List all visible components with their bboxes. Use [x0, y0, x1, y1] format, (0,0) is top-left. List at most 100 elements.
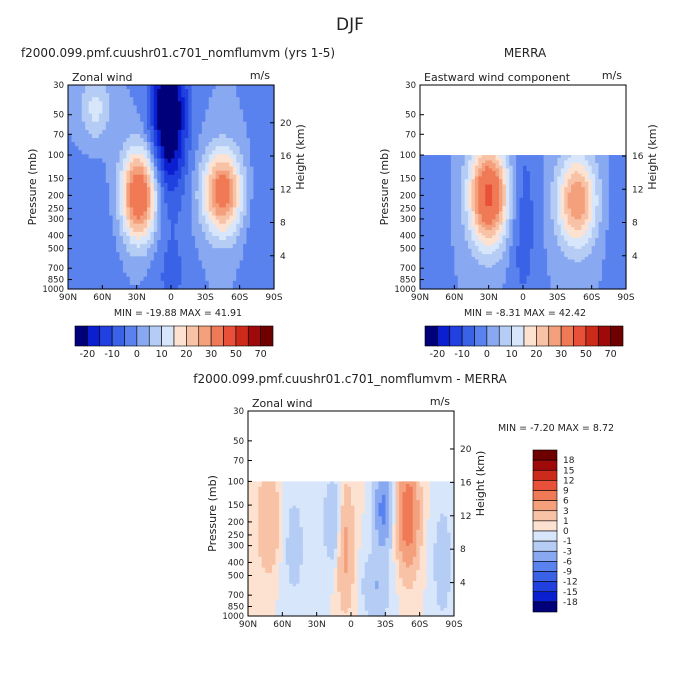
heatmap-cell [249, 113, 254, 119]
x-tick-label: 30S [197, 293, 214, 303]
heatmap-cell [198, 113, 203, 119]
heatmap-cell [122, 93, 127, 98]
heatmap-cell [601, 232, 606, 237]
heatmap-cell [126, 244, 131, 249]
heatmap-cell [478, 219, 483, 223]
colorbar-swatch [87, 325, 101, 347]
heatmap-cell [267, 113, 272, 119]
heatmap-cell [474, 179, 479, 183]
heatmap-cell [129, 215, 134, 221]
heatmap-cell [591, 192, 596, 196]
heatmap-cell [612, 184, 617, 188]
heatmap-cell [109, 142, 114, 147]
heatmap-cell [205, 219, 210, 225]
heatmap-cell [509, 232, 514, 237]
heatmap-cell [488, 189, 493, 194]
heatmap-cell [598, 197, 603, 202]
heatmap-cell [181, 223, 186, 229]
heatmap-cell [536, 211, 541, 215]
heatmap-cell [529, 155, 534, 159]
heatmap-cell [81, 280, 86, 286]
heatmap-cell [153, 138, 158, 143]
heatmap-cell [133, 276, 138, 282]
heatmap-cell [181, 174, 186, 180]
heatmap-cell [557, 227, 562, 231]
heatmap-cell [68, 101, 73, 106]
colorbar-label: 10 [156, 349, 168, 360]
heatmap-cell [184, 264, 189, 270]
heatmap-cell [605, 181, 610, 186]
heatmap-cell [85, 195, 90, 200]
heatmap-cell [564, 197, 569, 202]
heatmap-cell [105, 182, 110, 188]
heatmap-cell [177, 85, 182, 90]
heatmap-cell [533, 163, 538, 167]
heatmap-cell [112, 203, 117, 208]
heatmap-cell [78, 178, 83, 184]
heatmap-cell [171, 101, 176, 106]
heatmap-cell [577, 230, 582, 234]
heatmap-cell [256, 93, 261, 98]
heatmap-cell [420, 200, 425, 204]
heatmap-cell [136, 85, 141, 90]
heatmap-cell [516, 208, 521, 212]
heatmap-cell [136, 89, 141, 94]
heatmap-cell [444, 171, 449, 175]
heatmap-cell [164, 109, 169, 115]
heatmap-cell [150, 195, 155, 200]
heatmap-cell [236, 162, 241, 168]
heatmap-cell [201, 166, 206, 172]
heatmap-cell [267, 101, 272, 106]
heatmap-cell [454, 157, 459, 161]
heatmap-cell [492, 155, 497, 159]
heatmap-cell [560, 155, 565, 159]
heatmap-cell [601, 181, 606, 186]
heatmap-cell [430, 163, 435, 167]
heatmap-cell [219, 207, 224, 213]
heatmap-cell [619, 227, 624, 231]
heatmap-cell [444, 160, 449, 164]
heatmap-cell [81, 113, 86, 119]
heatmap-cell [222, 146, 227, 151]
heatmap-cell [430, 213, 435, 218]
heatmap-cell [612, 179, 617, 183]
heatmap-cell [492, 157, 497, 161]
heatmap-cell [608, 232, 613, 237]
heatmap-cell [622, 213, 627, 218]
heatmap-cell [78, 121, 83, 127]
heatmap-cell [164, 138, 169, 143]
heatmap-cell [270, 244, 275, 249]
heatmap-cell [119, 105, 124, 111]
heatmap-cell [205, 154, 210, 160]
heatmap-cell [126, 105, 131, 111]
heatmap-cell [146, 138, 151, 143]
heatmap-cell [136, 231, 141, 237]
heatmap-cell [208, 215, 213, 221]
colorbar-swatch [111, 325, 125, 347]
heatmap-cell [195, 174, 200, 180]
heatmap-cell [126, 166, 131, 172]
heatmap-cell [171, 85, 176, 90]
heatmap-cell [212, 235, 217, 241]
heatmap-cell [239, 105, 244, 111]
heatmap-cell [550, 173, 555, 178]
heatmap-cell [136, 146, 141, 151]
heatmap-cell [205, 240, 210, 245]
heatmap-cell [474, 168, 479, 172]
heatmap-cell [195, 113, 200, 119]
heatmap-cell [184, 174, 189, 180]
heatmap-cell [502, 189, 507, 194]
heatmap-cell [492, 160, 497, 164]
heatmap-cell [71, 174, 76, 180]
heatmap-cell [188, 174, 193, 180]
heatmap-cell [437, 203, 442, 207]
heatmap-cell [512, 235, 517, 239]
heatmap-cell [157, 174, 162, 180]
heatmap-cell [85, 146, 90, 151]
heatmap-cell [516, 224, 521, 228]
heatmap-cell [229, 280, 234, 286]
heatmap-cell [95, 256, 100, 262]
heatmap-cell [225, 174, 230, 180]
heatmap-cell [229, 227, 234, 233]
heatmap-cell [188, 215, 193, 221]
